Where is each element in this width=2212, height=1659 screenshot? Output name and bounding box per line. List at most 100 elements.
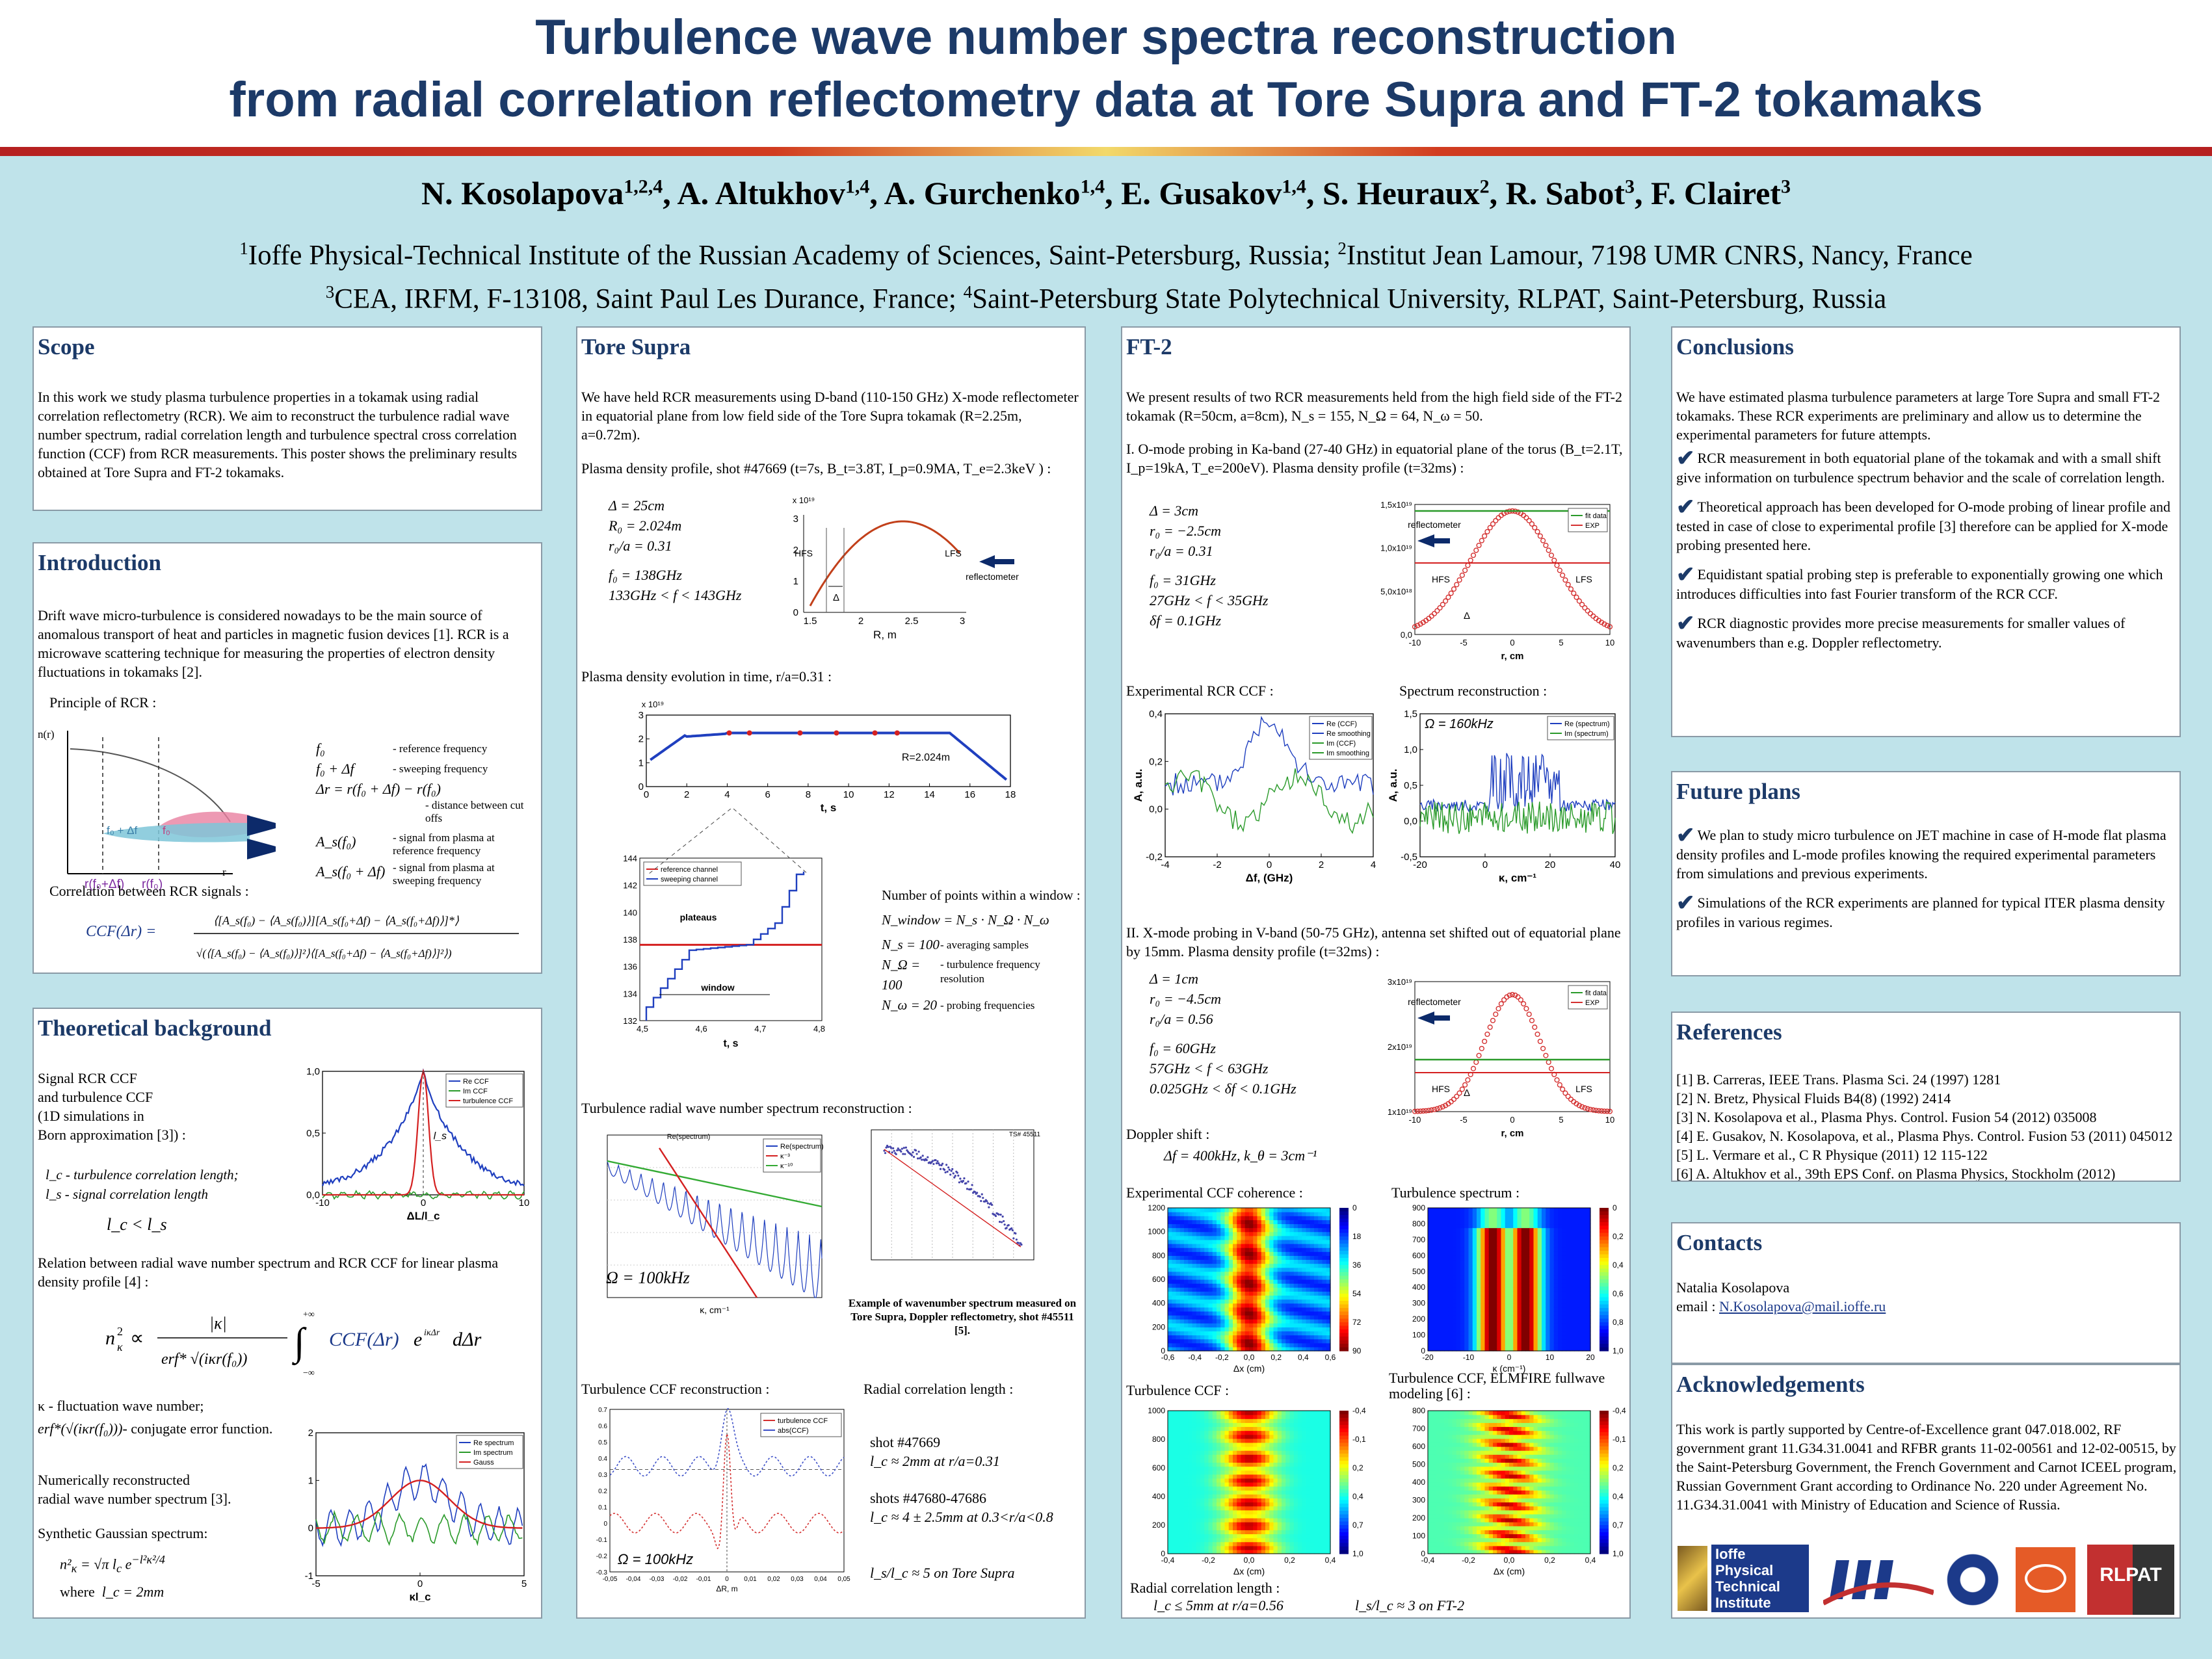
- heat-cell: [1493, 1319, 1497, 1324]
- kappa-def: κ - fluctuation wave number;: [38, 1396, 204, 1415]
- heat-cell: [1172, 1458, 1177, 1463]
- y-tick-label: 0,0: [1149, 804, 1163, 815]
- heat-cell: [1172, 1490, 1177, 1495]
- heat-cell: [1586, 1220, 1591, 1225]
- heat-cell: [1224, 1466, 1230, 1471]
- heat-cell: [1582, 1279, 1587, 1284]
- heat-cell: [1537, 1346, 1542, 1352]
- heat-cell: [1233, 1545, 1237, 1550]
- heat-cell: [1472, 1339, 1477, 1344]
- heat-cell: [1172, 1208, 1177, 1212]
- heat-cell: [1521, 1248, 1526, 1252]
- tore-evol-label: Plasma density evolution in time, r/a=0.…: [581, 668, 832, 685]
- colorbar-cell: [1600, 1297, 1609, 1301]
- density-point: [1493, 1012, 1499, 1017]
- heat-cell: [1488, 1303, 1494, 1308]
- heat-cell: [1582, 1271, 1587, 1276]
- density-point: [1476, 542, 1482, 549]
- y-tick-label: 2: [639, 734, 644, 745]
- heat-cell: [1533, 1223, 1538, 1229]
- heat-cell: [1444, 1323, 1449, 1327]
- heat-cell: [1314, 1307, 1319, 1312]
- heat-cell: [1432, 1311, 1437, 1316]
- heat-cell: [1289, 1518, 1295, 1522]
- heat-cell: [1192, 1474, 1197, 1479]
- heat-cell: [1244, 1418, 1250, 1423]
- heat-cell: [1298, 1216, 1302, 1220]
- heat-cell: [1168, 1522, 1172, 1526]
- heat-cell: [1493, 1279, 1497, 1284]
- heat-cell: [1217, 1251, 1221, 1256]
- heat-cell: [1289, 1522, 1295, 1526]
- density-point: [1534, 1031, 1540, 1038]
- heat-cell: [1298, 1415, 1302, 1419]
- heat-cell: [1488, 1307, 1494, 1312]
- heat-cell: [1237, 1235, 1242, 1240]
- heat-cell: [1228, 1223, 1233, 1229]
- heat-cell: [1444, 1299, 1449, 1304]
- heat-cell: [1172, 1315, 1177, 1320]
- heat-cell: [1249, 1323, 1254, 1327]
- heat-cell: [1456, 1323, 1461, 1327]
- heat-cell: [1179, 1494, 1185, 1499]
- heat-cell: [1265, 1227, 1270, 1233]
- heat-cell: [1452, 1307, 1457, 1312]
- heat-cell: [1196, 1422, 1201, 1428]
- heat-cell: [1253, 1537, 1258, 1543]
- colorbar-label: 72: [1352, 1318, 1362, 1327]
- heat-cell: [1521, 1208, 1526, 1212]
- heat-cell: [1464, 1319, 1469, 1324]
- heat-cell: [1306, 1220, 1311, 1225]
- heat-cell: [1310, 1275, 1315, 1280]
- heat-cell: [1533, 1248, 1538, 1252]
- heat-cell: [1168, 1442, 1172, 1447]
- heat-cell: [1224, 1342, 1230, 1348]
- heat-cell: [1302, 1530, 1307, 1535]
- heat-cell: [1249, 1331, 1254, 1336]
- heat-cell: [1472, 1251, 1477, 1256]
- colorbar-cell: [1600, 1301, 1609, 1305]
- heat-cell: [1217, 1430, 1221, 1435]
- heat-cell: [1179, 1466, 1185, 1471]
- heat-cell: [1448, 1323, 1453, 1327]
- heat-cell: [1306, 1411, 1311, 1415]
- heat-cell: [1322, 1227, 1327, 1233]
- heat-cell: [1481, 1331, 1486, 1336]
- heat-cell: [1452, 1287, 1457, 1292]
- heat-cell: [1269, 1518, 1274, 1522]
- heat-cell: [1289, 1434, 1295, 1439]
- heat-cell: [1525, 1342, 1530, 1348]
- x-tick-label: 0,01: [744, 1576, 757, 1583]
- heat-cell: [1484, 1275, 1490, 1280]
- heat-cell: [1257, 1287, 1262, 1292]
- heat-cell: [1582, 1216, 1587, 1220]
- heat-cell: [1253, 1307, 1258, 1312]
- heat-cell: [1208, 1275, 1213, 1280]
- heat-cell: [1196, 1299, 1201, 1304]
- x-tick-label: 20: [1545, 859, 1556, 870]
- density-point: [1557, 1082, 1562, 1088]
- heat-cell: [1440, 1275, 1445, 1280]
- heat-cell: [1237, 1275, 1242, 1280]
- heat-cell: [1574, 1235, 1579, 1240]
- heat-cell: [1265, 1339, 1270, 1344]
- heat-cell: [1452, 1231, 1457, 1236]
- y-tick-label: 200: [1152, 1322, 1165, 1331]
- heat-cell: [1273, 1307, 1278, 1312]
- heat-cell: [1261, 1263, 1266, 1268]
- heat-cell: [1289, 1462, 1295, 1467]
- heat-cell: [1285, 1212, 1291, 1216]
- heat-cell: [1310, 1223, 1315, 1229]
- heat-cell: [1562, 1223, 1567, 1229]
- reflectometer-label: reflectometer: [1408, 997, 1461, 1007]
- heat-cell: [1310, 1267, 1315, 1272]
- heat-cell: [1184, 1430, 1189, 1435]
- heat-cell: [1521, 1251, 1526, 1256]
- heat-cell: [1537, 1287, 1542, 1292]
- heat-cell: [1176, 1415, 1181, 1419]
- heat-cell: [1253, 1545, 1258, 1550]
- heat-cell: [1582, 1295, 1587, 1300]
- heat-cell: [1558, 1271, 1562, 1276]
- heat-cell: [1253, 1255, 1258, 1261]
- heat-cell: [1318, 1339, 1323, 1344]
